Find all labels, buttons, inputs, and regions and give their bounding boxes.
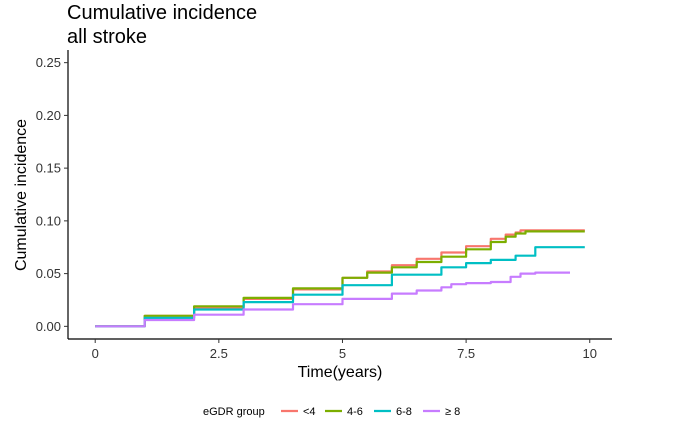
x-tick-label: 0 — [92, 346, 99, 361]
legend-title: eGDR group — [203, 406, 265, 418]
y-tick-label: 0.25 — [36, 55, 61, 70]
legend-label-0: <4 — [303, 406, 316, 418]
x-tick-label: 10 — [583, 346, 597, 361]
y-tick-label: 0.15 — [36, 161, 61, 176]
series-line-2 — [95, 246, 585, 328]
y-tick-label: 0.00 — [36, 319, 61, 334]
chart-subtitle: all stroke — [67, 26, 147, 48]
legend-label-2: 6-8 — [396, 406, 412, 418]
legend: eGDR group <4 4-6 6-8 ≥ 8 — [203, 406, 460, 418]
legend-label-3: ≥ 8 — [445, 406, 460, 418]
legend-label-1: 4-6 — [347, 406, 363, 418]
y-axis-label: Cumulative incidence — [13, 119, 30, 271]
series-line-1 — [95, 230, 585, 328]
x-tick-label: 7.5 — [457, 346, 475, 361]
x-tick-label: 5 — [339, 346, 346, 361]
series-line-3 — [95, 271, 570, 328]
y-tick-label: 0.05 — [36, 266, 61, 281]
series-lines — [95, 229, 585, 328]
y-tick-label: 0.10 — [36, 213, 61, 228]
x-tick-label: 2.5 — [210, 346, 228, 361]
x-axis-label: Time(years) — [298, 364, 383, 381]
x-axis-ticks: 0 2.5 5 7.5 10 — [92, 339, 597, 361]
y-axis-ticks: 0.00 0.05 0.10 0.15 0.20 0.25 — [36, 55, 68, 334]
chart-title: Cumulative incidence — [67, 2, 257, 24]
y-tick-label: 0.20 — [36, 108, 61, 123]
